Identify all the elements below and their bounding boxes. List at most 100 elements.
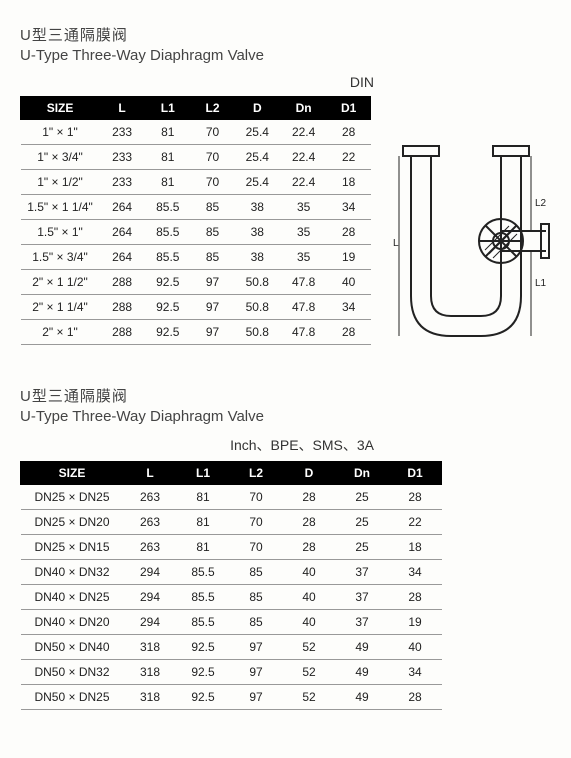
table-cell: 50.8	[234, 270, 280, 295]
table-cell: 264	[100, 245, 145, 270]
table-cell: 35	[280, 220, 326, 245]
table-cell: DN40 × DN20	[21, 610, 124, 635]
spec-table-din: SIZE L L1 L2 D Dn D1 1" × 1"233817025.42…	[20, 96, 371, 345]
table-cell: 97	[230, 635, 283, 660]
table-row: 1" × 1"233817025.422.428	[21, 120, 371, 145]
table-cell: 85.5	[145, 220, 191, 245]
spec-table-inch: SIZE L L1 L2 D Dn D1 DN25 × DN2526381702…	[20, 461, 442, 710]
table-cell: 81	[177, 510, 230, 535]
table-cell: 85	[191, 195, 234, 220]
table-cell: 81	[145, 145, 191, 170]
table-cell: 85.5	[145, 195, 191, 220]
table-cell: 92.5	[145, 320, 191, 345]
table-cell: 97	[191, 295, 234, 320]
table-cell: 25.4	[234, 145, 280, 170]
table-cell: DN50 × DN40	[21, 635, 124, 660]
table-row: 2" × 1"28892.59750.847.828	[21, 320, 371, 345]
table-cell: DN25 × DN25	[21, 485, 124, 510]
table-row: 2" × 1 1/2"28892.59750.847.840	[21, 270, 371, 295]
table-cell: DN40 × DN25	[21, 585, 124, 610]
standard-label-2: Inch、BPE、SMS、3A	[20, 435, 380, 455]
table-cell: 47.8	[280, 295, 326, 320]
standard-label-1: DIN	[20, 74, 380, 90]
table-cell: 28	[389, 585, 442, 610]
table-cell: 1.5" × 1 1/4"	[21, 195, 100, 220]
table-cell: 85	[191, 245, 234, 270]
table-cell: 38	[234, 195, 280, 220]
title-en-2: U-Type Three-Way Diaphragm Valve	[20, 408, 551, 425]
table-cell: 1.5" × 3/4"	[21, 245, 100, 270]
table-cell: 28	[327, 320, 371, 345]
table-cell: 2" × 1"	[21, 320, 100, 345]
table-cell: 28	[283, 535, 336, 560]
col-size: SIZE	[21, 97, 100, 120]
table-cell: 70	[191, 145, 234, 170]
table-cell: 2" × 1 1/2"	[21, 270, 100, 295]
table-cell: 40	[283, 610, 336, 635]
table-cell: 38	[234, 220, 280, 245]
table-cell: 18	[327, 170, 371, 195]
table-row: DN25 × DN202638170282522	[21, 510, 442, 535]
table-cell: 28	[389, 485, 442, 510]
table-cell: 1" × 1/2"	[21, 170, 100, 195]
table-cell: 1" × 1"	[21, 120, 100, 145]
table-row: DN40 × DN3229485.585403734	[21, 560, 442, 585]
table-cell: 81	[145, 120, 191, 145]
table-cell: 85.5	[177, 560, 230, 585]
table-cell: 35	[280, 195, 326, 220]
col-dn: Dn	[336, 462, 389, 485]
table-cell: 28	[327, 120, 371, 145]
table-cell: 92.5	[145, 270, 191, 295]
table-cell: 85	[230, 585, 283, 610]
table-cell: 85.5	[177, 610, 230, 635]
table-cell: 25.4	[234, 170, 280, 195]
table-cell: 28	[389, 685, 442, 710]
table-cell: 294	[124, 610, 177, 635]
table-cell: 97	[191, 270, 234, 295]
table-cell: 288	[100, 320, 145, 345]
table-cell: 50.8	[234, 295, 280, 320]
table-cell: 52	[283, 635, 336, 660]
table-cell: 81	[177, 485, 230, 510]
col-l1: L1	[177, 462, 230, 485]
table-cell: 49	[336, 660, 389, 685]
table-row: 1" × 3/4"233817025.422.422	[21, 145, 371, 170]
table-cell: 1" × 3/4"	[21, 145, 100, 170]
table-cell: 288	[100, 270, 145, 295]
table-cell: 22	[327, 145, 371, 170]
table-cell: 47.8	[280, 320, 326, 345]
table-cell: 47.8	[280, 270, 326, 295]
table-cell: 19	[389, 610, 442, 635]
table-cell: DN40 × DN32	[21, 560, 124, 585]
table-cell: 22.4	[280, 145, 326, 170]
col-d: D	[283, 462, 336, 485]
table-cell: 2" × 1 1/4"	[21, 295, 100, 320]
table-row: 1.5" × 3/4"26485.585383519	[21, 245, 371, 270]
table-cell: 70	[230, 510, 283, 535]
table-cell: 34	[389, 560, 442, 585]
table-row: DN25 × DN152638170282518	[21, 535, 442, 560]
table-cell: 92.5	[177, 660, 230, 685]
col-l1: L1	[145, 97, 191, 120]
table-row: DN40 × DN2529485.585403728	[21, 585, 442, 610]
col-l: L	[100, 97, 145, 120]
table-cell: 263	[124, 510, 177, 535]
table-cell: 35	[280, 245, 326, 270]
col-l2: L2	[230, 462, 283, 485]
table-cell: 318	[124, 660, 177, 685]
table-cell: 22	[389, 510, 442, 535]
valve-diagram: L2 L1 L	[381, 136, 551, 361]
table-cell: 85.5	[145, 245, 191, 270]
table-row: DN50 × DN4031892.597524940	[21, 635, 442, 660]
table-cell: 38	[234, 245, 280, 270]
col-dn: Dn	[280, 97, 326, 120]
table-cell: 70	[191, 170, 234, 195]
table-cell: 37	[336, 610, 389, 635]
dim-l: L	[393, 238, 399, 249]
table-cell: 49	[336, 635, 389, 660]
table-cell: 92.5	[177, 635, 230, 660]
table-cell: 318	[124, 635, 177, 660]
table-cell: 92.5	[145, 295, 191, 320]
table-cell: 25	[336, 510, 389, 535]
table-cell: 1.5" × 1"	[21, 220, 100, 245]
